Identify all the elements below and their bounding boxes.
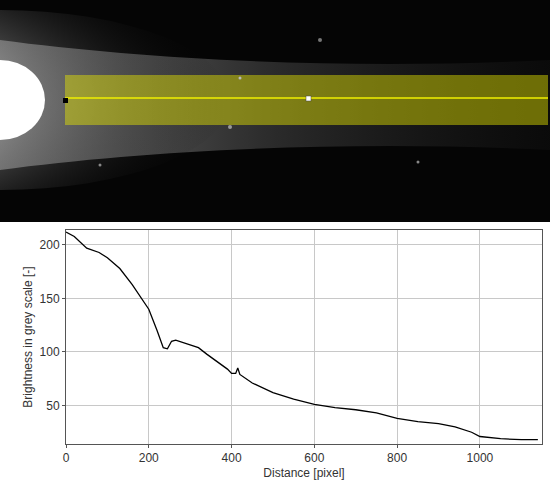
svg-text:0: 0 bbox=[63, 451, 70, 465]
svg-text:100: 100 bbox=[40, 345, 60, 359]
svg-text:50: 50 bbox=[46, 399, 60, 413]
svg-text:200: 200 bbox=[40, 238, 60, 252]
svg-text:Brightness in grey scale [-]: Brightness in grey scale [-] bbox=[21, 266, 35, 407]
svg-text:600: 600 bbox=[304, 451, 324, 465]
svg-text:200: 200 bbox=[139, 451, 159, 465]
svg-text:800: 800 bbox=[387, 451, 407, 465]
svg-text:1000: 1000 bbox=[467, 451, 494, 465]
svg-text:150: 150 bbox=[40, 292, 60, 306]
svg-text:400: 400 bbox=[222, 451, 242, 465]
svg-text:Distance [pixel]: Distance [pixel] bbox=[263, 466, 344, 480]
